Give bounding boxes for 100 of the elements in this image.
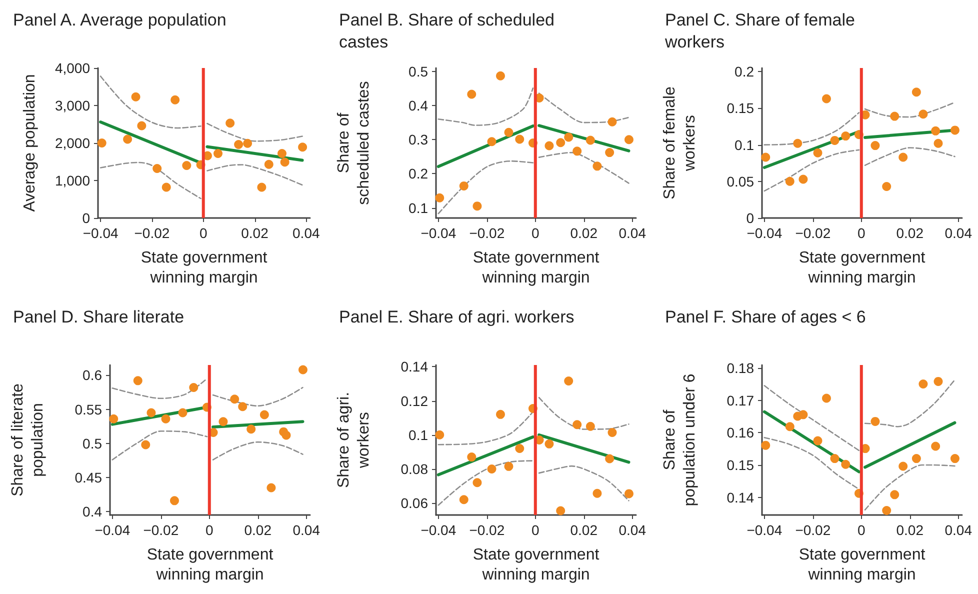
y-tick-label: 4,000 [54,60,90,76]
y-tick-label: 0.55 [74,401,102,418]
point [435,430,444,440]
point [890,490,900,500]
x-tick-label: −0.04 [420,522,456,538]
point [870,141,880,150]
point [586,422,595,431]
point [798,174,808,184]
point [238,402,248,412]
point [592,162,602,171]
point [912,88,921,97]
x-tick-label: 0.02 [244,522,272,538]
y-tick-label: 0.15 [726,100,754,116]
point [918,380,928,389]
x-tick-label: −0.02 [795,522,831,538]
y-tick-label: 0.08 [400,460,428,477]
point [170,496,179,506]
point [467,452,476,462]
y-axis-title: Share of agri. workers [336,392,372,488]
x-tick-label: −0.02 [795,225,831,241]
point [504,128,514,137]
chart-title: Panel C. Share of female workers [664,10,855,52]
point [131,92,140,102]
y-tick-label: 0.1 [734,136,754,153]
point [830,454,840,464]
y-tick-label: 0.5 [82,435,102,452]
point [467,90,476,99]
x-tick-label: 0.04 [292,225,320,241]
y-tick-label: 0.45 [74,470,102,486]
line-series [764,149,860,192]
x-axis-title: State government winning margin [472,250,600,286]
y-tick-label: 0.2 [734,64,754,80]
point [624,135,634,144]
point [822,94,831,104]
x-axis-title: State government winning margin [146,546,274,584]
x-tick-label: 0.04 [292,522,320,538]
y-tick-label: 0.06 [400,495,428,512]
x-tick-label: 0 [199,225,208,241]
point [214,149,223,158]
line-series [438,87,534,126]
point [564,376,574,386]
point [950,454,960,464]
y-tick-label: 0.6 [82,367,102,384]
point [170,95,180,104]
point [472,202,482,211]
x-tick-label: 0.04 [618,225,646,241]
line-series [100,162,202,200]
point [146,408,156,418]
y-axis-title: Share of population under 6 [662,374,698,506]
line-series [864,379,956,428]
line-series [206,164,303,186]
y-tick-label: 0 [746,210,754,226]
x-tick-label: −0.04 [94,522,130,538]
y-tick-label: 0.4 [82,504,102,520]
point [841,132,850,141]
point [882,182,892,192]
point [822,394,831,403]
x-tick-label: 0 [857,225,866,241]
x-tick-label: 0 [857,522,866,538]
point [152,164,162,173]
point [504,462,514,471]
chart-title: Panel D. Share literate [13,308,184,326]
point [605,148,614,158]
point [556,138,566,148]
x-tick-label: 0.02 [896,522,924,538]
y-tick-label: 0.4 [408,98,428,114]
point [264,160,274,169]
y-tick-label: 0 [82,210,90,226]
x-tick-label: −0.02 [469,522,505,538]
point [841,460,850,469]
point [496,410,505,419]
point [496,71,505,80]
point [161,414,170,424]
point [931,442,940,451]
y-tick-label: 0.05 [726,173,754,190]
point [109,414,118,424]
point [459,181,468,190]
point [898,152,908,162]
line-series [212,386,304,407]
point [950,126,960,135]
point [234,140,244,149]
point [133,376,142,386]
point [182,161,192,170]
x-tick-label: 0.02 [570,225,598,241]
y-tick-label: 0.1 [408,426,428,443]
x-tick-label: −0.04 [82,225,118,241]
x-tick-label: −0.04 [746,522,782,538]
line-series [438,460,534,506]
point [459,495,468,504]
point [934,376,943,386]
line-series [864,464,956,510]
point [586,136,595,145]
y-tick-label: 2,000 [54,135,90,151]
point [435,193,444,202]
y-tick-label: 0.12 [400,392,428,409]
chart-title: Panel F. Share of ages < 6 [665,308,866,326]
line-series [864,147,956,166]
line-series [438,160,534,214]
point [266,483,276,492]
y-tick-label: 0.17 [726,392,754,408]
